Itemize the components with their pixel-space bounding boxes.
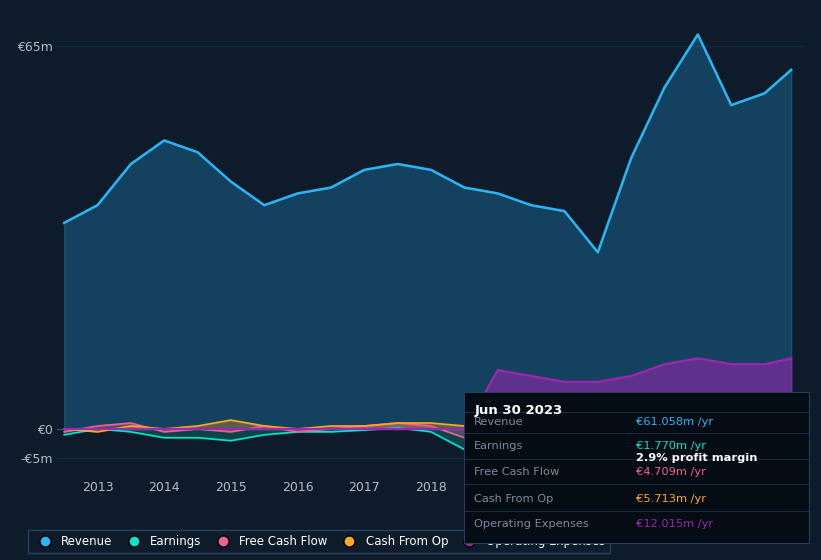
Text: Cash From Op: Cash From Op bbox=[475, 493, 553, 503]
Text: Jun 30 2023: Jun 30 2023 bbox=[475, 404, 562, 417]
Text: €5.713m /yr: €5.713m /yr bbox=[636, 493, 706, 503]
Text: Operating Expenses: Operating Expenses bbox=[475, 519, 589, 529]
Text: €1.770m /yr: €1.770m /yr bbox=[636, 441, 706, 451]
Text: €12.015m /yr: €12.015m /yr bbox=[636, 519, 713, 529]
Text: Earnings: Earnings bbox=[475, 441, 524, 451]
Text: Free Cash Flow: Free Cash Flow bbox=[475, 467, 559, 477]
Text: 2.9% profit margin: 2.9% profit margin bbox=[636, 453, 758, 463]
Legend: Revenue, Earnings, Free Cash Flow, Cash From Op, Operating Expenses: Revenue, Earnings, Free Cash Flow, Cash … bbox=[28, 530, 610, 553]
Text: Revenue: Revenue bbox=[475, 417, 524, 427]
Text: €61.058m /yr: €61.058m /yr bbox=[636, 417, 713, 427]
Text: €4.709m /yr: €4.709m /yr bbox=[636, 467, 706, 477]
